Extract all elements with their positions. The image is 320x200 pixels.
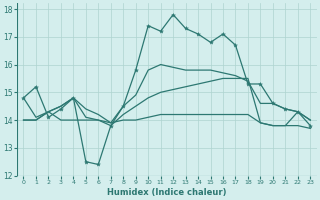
X-axis label: Humidex (Indice chaleur): Humidex (Indice chaleur) [107, 188, 227, 197]
